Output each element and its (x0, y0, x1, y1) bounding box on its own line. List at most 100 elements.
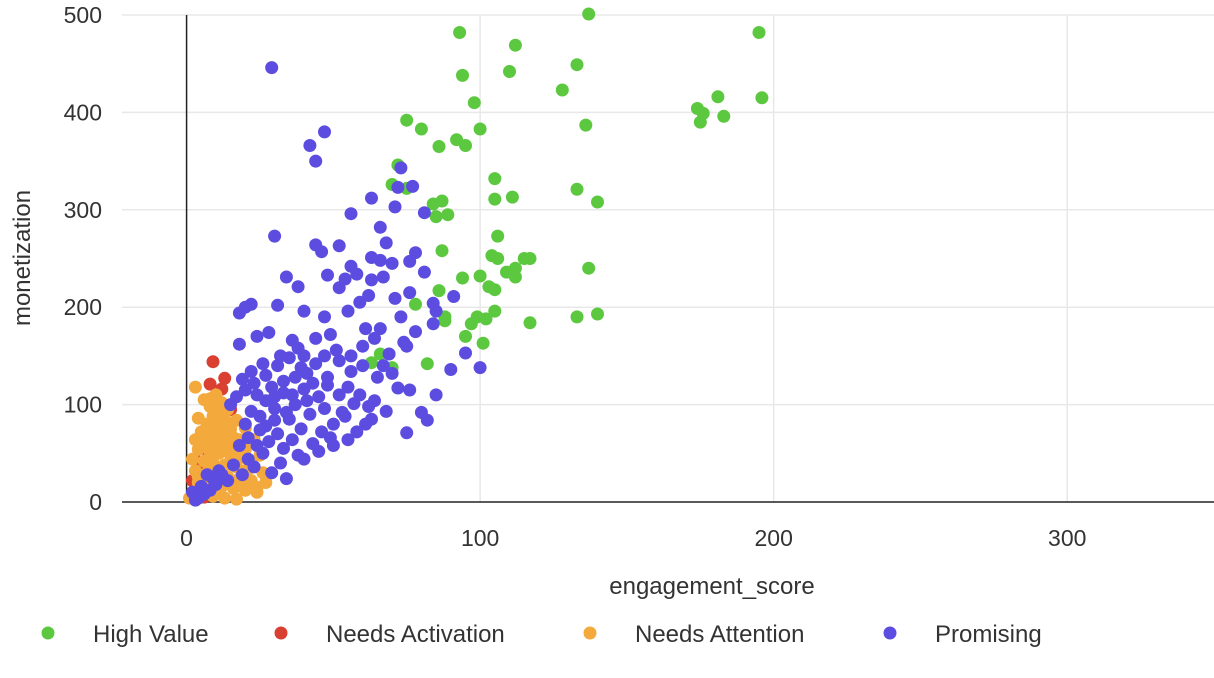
data-point (476, 336, 490, 350)
data-point (262, 326, 276, 339)
series-high-value (365, 7, 769, 375)
legend-item-high-value[interactable]: High Value (41, 621, 209, 648)
data-point (385, 366, 399, 380)
data-point (250, 329, 264, 343)
data-point (321, 370, 334, 384)
data-point (711, 90, 725, 104)
data-point (341, 304, 355, 318)
data-point (232, 337, 246, 351)
data-point (365, 191, 378, 205)
data-point (300, 394, 314, 408)
legend-marker (41, 626, 55, 640)
data-point (379, 236, 393, 250)
data-point (244, 365, 258, 378)
data-point (420, 357, 434, 371)
legend-marker (274, 626, 288, 640)
data-point (253, 423, 267, 437)
data-point (303, 139, 317, 152)
data-point (385, 256, 399, 270)
data-point (279, 405, 293, 419)
data-point (297, 304, 311, 318)
data-point (262, 435, 276, 449)
data-point (318, 349, 331, 363)
data-point (212, 405, 226, 419)
data-point (291, 341, 305, 355)
data-point (473, 122, 487, 136)
data-point (406, 179, 420, 193)
data-point (426, 197, 440, 211)
data-point (315, 245, 329, 259)
data-point (376, 359, 390, 373)
data-point (306, 376, 320, 390)
legend-label: High Value (93, 621, 209, 648)
data-point (429, 304, 443, 318)
data-point (341, 433, 355, 447)
data-point (268, 390, 282, 404)
legend-item-promising[interactable]: Promising (883, 621, 1042, 648)
data-point (488, 172, 502, 186)
data-point (444, 363, 458, 376)
data-point (338, 409, 352, 423)
data-point (323, 328, 337, 341)
data-point (356, 359, 370, 373)
data-point (309, 154, 323, 168)
data-point (332, 354, 346, 368)
data-point (312, 444, 326, 458)
data-point (353, 388, 367, 402)
data-point (238, 383, 252, 397)
data-point (429, 210, 443, 224)
data-point (391, 180, 405, 194)
legend-item-needs-activation[interactable]: Needs Activation (274, 621, 505, 648)
data-point (429, 388, 443, 402)
data-point (318, 310, 331, 324)
data-point (277, 374, 290, 388)
data-point (332, 388, 346, 402)
data-point (409, 325, 422, 339)
data-point (279, 472, 293, 486)
data-point (464, 317, 478, 331)
data-point (268, 402, 282, 415)
data-point (250, 439, 264, 452)
data-point (582, 7, 596, 21)
x-axis-title: engagement_score (609, 573, 814, 600)
data-point (379, 404, 393, 418)
legend-marker (883, 626, 897, 640)
data-point (203, 377, 217, 391)
y-tick-label: 300 (64, 197, 102, 223)
data-point (693, 115, 707, 129)
series-promising (186, 61, 487, 507)
data-point (344, 207, 358, 221)
data-point (459, 139, 472, 152)
data-point (232, 439, 246, 452)
data-point (403, 383, 417, 397)
data-point (488, 304, 502, 318)
data-point (332, 281, 346, 295)
grid (122, 14, 1214, 502)
data-point (244, 404, 258, 418)
data-point (479, 312, 493, 326)
x-tick-label: 200 (754, 525, 792, 551)
data-point (218, 371, 232, 385)
data-point (414, 122, 428, 136)
data-point (365, 251, 378, 264)
data-point (582, 261, 596, 275)
data-point (400, 339, 414, 353)
data-point (488, 283, 502, 297)
data-point (523, 316, 537, 330)
data-point (394, 161, 408, 175)
data-point (438, 314, 452, 328)
data-point (441, 208, 455, 222)
data-point (241, 431, 255, 445)
data-point (409, 297, 422, 311)
data-point (274, 456, 287, 470)
y-axis-title: monetization (9, 190, 36, 326)
data-point (394, 310, 408, 324)
data-point (391, 381, 405, 395)
legend-item-needs-attention[interactable]: Needs Attention (583, 621, 805, 648)
data-point (359, 322, 373, 336)
data-point (503, 65, 516, 78)
legend-label: Needs Activation (326, 621, 505, 648)
data-point (230, 492, 243, 506)
data-point (505, 190, 519, 204)
